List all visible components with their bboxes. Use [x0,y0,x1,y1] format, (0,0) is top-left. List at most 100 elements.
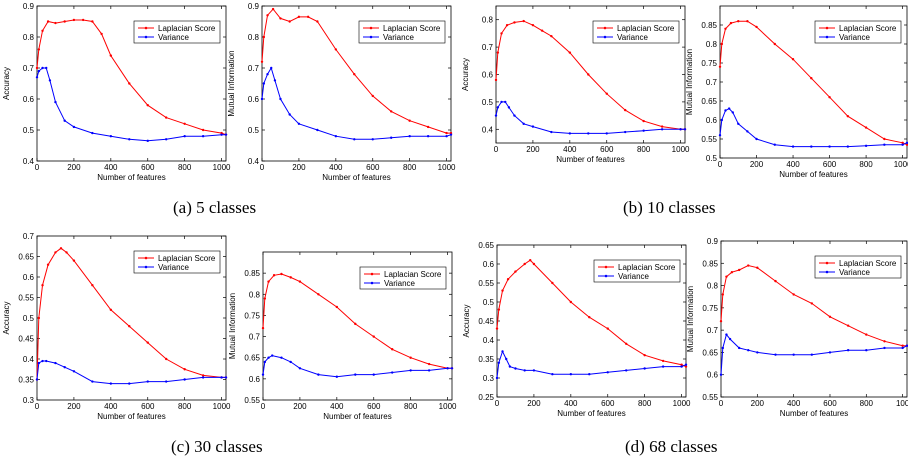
legend-label: Variance [618,272,650,281]
legend-label: Laplacian Score [384,270,442,279]
y-tick-label: 0.6 [248,95,260,104]
data-point [266,73,269,76]
data-point [883,340,886,343]
x-tick-label: 200 [750,160,764,169]
data-point [41,29,44,32]
y-tick-label: 0.65 [18,253,34,262]
legend-marker [144,26,148,30]
data-point [496,106,500,109]
data-point [260,60,264,63]
data-point [828,145,831,148]
y-tick-label: 0.3 [23,396,35,405]
series-laplacian-score-line [36,19,227,136]
data-point [261,373,265,376]
y-axis-label: Accuracy [462,305,471,338]
x-tick-label: 800 [178,402,192,411]
data-point [263,360,267,364]
data-point [334,135,338,138]
data-point [500,32,503,35]
data-point [63,119,66,122]
y-tick-label: 0.45 [18,335,34,344]
y-tick-label: 0.6 [249,375,261,384]
y-tick-label: 0.7 [482,43,494,52]
data-point [37,69,41,73]
data-point [551,281,554,285]
legend-label: Variance [617,33,649,42]
data-point [288,20,291,23]
y-tick-label: 0.7 [707,326,719,335]
y-axis-label: Accuracy [461,58,470,91]
data-point [183,378,186,381]
x-tick-label: 800 [637,145,651,154]
data-point [91,20,94,23]
data-point [720,42,724,46]
legend-marker [825,26,829,30]
series-laplacian-score-line [262,273,452,369]
data-point [513,114,516,117]
data-point [623,108,627,112]
data-point [201,376,205,379]
series-variance-line [496,350,687,379]
x-tick-label: 1000 [894,160,908,169]
data-point [271,7,275,11]
data-point [372,373,375,376]
data-point [317,293,320,296]
y-tick-label: 0.6 [483,260,495,269]
data-point [522,19,525,23]
x-tick-label: 400 [563,145,577,154]
data-point [737,20,740,23]
data-point [450,367,454,370]
chart-4: 0 200 400 600 800 1000 0.5 0.55 0.6 0.65 0.7 0.75 0.… [685,5,908,179]
y-tick-label: 0.65 [701,97,717,106]
data-point [901,143,904,146]
y-tick-label: 0.8 [482,16,494,25]
legend-marker [144,35,148,39]
data-point [774,353,777,356]
data-point [661,359,665,363]
legend-marker [604,274,608,278]
x-tick-label: 0 [261,402,266,411]
data-point [41,66,44,70]
chart-3: 0 200 400 600 800 1000 0.4 0.5 0.6 0.7 0.8 Number o… [461,5,690,164]
series-variance-line [262,355,452,378]
y-tick-label: 0.35 [478,355,494,364]
legend-marker [825,35,829,39]
data-point [297,15,301,19]
data-point [495,327,499,330]
legend-box [814,20,902,44]
chart-2: 0 200 400 600 800 1000 0.4 0.5 0.6 0.7 0.8 0.9 Numbe… [227,2,456,182]
y-tick-label: 0.85 [701,21,717,30]
data-point [54,251,57,254]
data-point [164,138,168,141]
data-point [522,122,525,126]
y-tick-label: 0.7 [249,333,261,342]
plot-frame [261,5,452,162]
caption-b: (b) 10 classes [623,198,716,217]
x-tick-label: 400 [329,163,343,172]
data-point [550,34,553,38]
legend-label: Laplacian Score [383,24,441,33]
data-point [496,51,500,54]
data-point [721,293,725,296]
data-point [266,14,269,17]
data-point [905,141,908,144]
data-point [128,382,131,385]
data-point [220,376,223,379]
y-tick-label: 0.8 [706,40,718,49]
data-point [280,272,283,276]
y-tick-label: 0.5 [23,126,35,135]
data-point [864,144,868,148]
data-point [721,346,725,350]
x-tick-label: 400 [564,399,578,408]
data-point [128,138,131,141]
data-point [901,346,904,350]
data-point [297,122,301,126]
y-tick-label: 0.65 [478,241,494,250]
data-point [426,135,430,138]
y-tick-label: 0.4 [23,355,35,364]
data-point [500,100,503,104]
data-point [109,308,113,311]
data-point [427,362,431,366]
data-point [605,92,608,95]
